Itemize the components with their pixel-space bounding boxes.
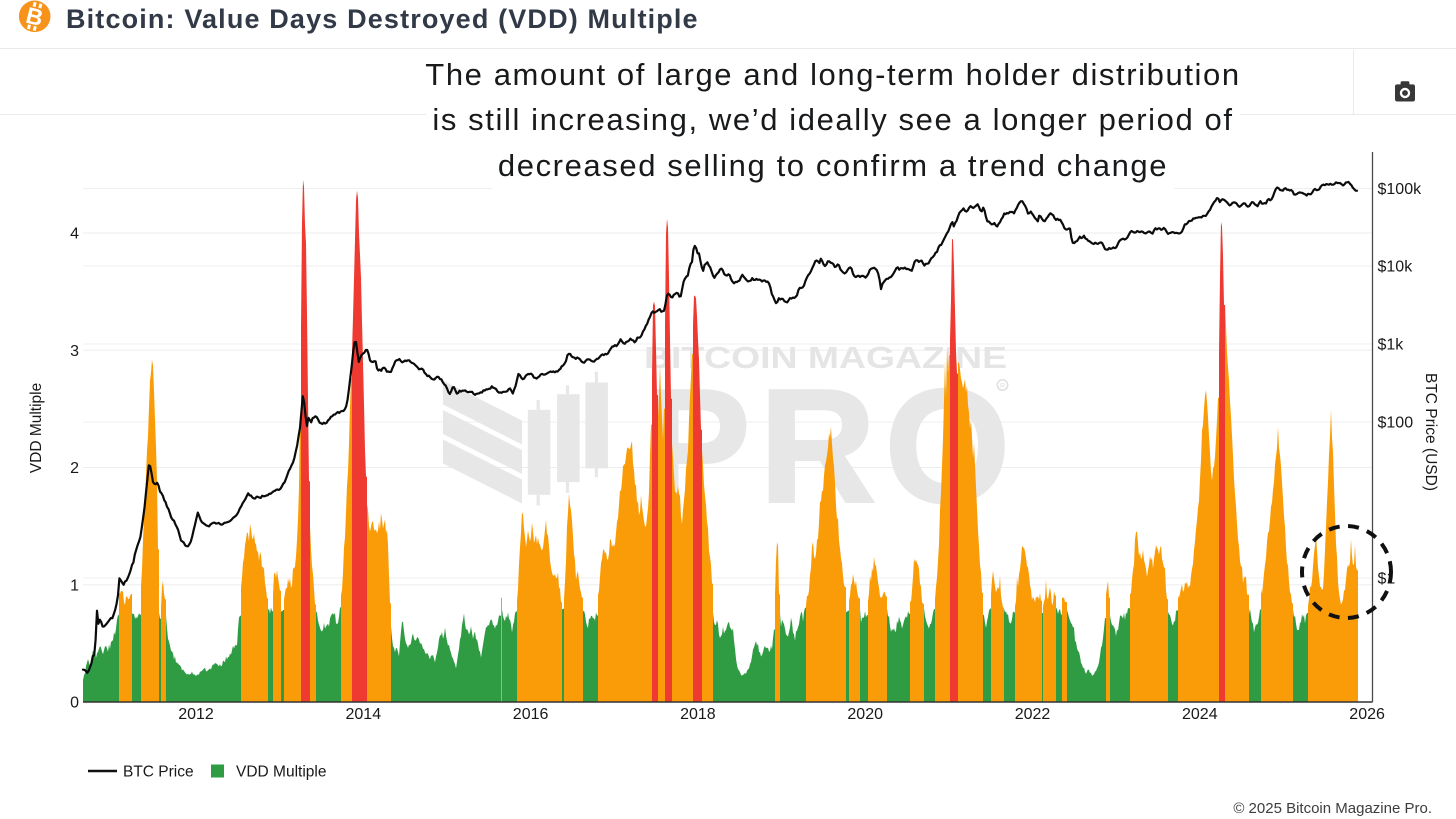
svg-text:2022: 2022 <box>1015 706 1051 723</box>
svg-text:2024: 2024 <box>1182 706 1218 723</box>
svg-text:BTC Price (USD): BTC Price (USD) <box>1422 373 1439 491</box>
svg-text:VDD Multiple: VDD Multiple <box>236 764 326 781</box>
svg-text:VDD Multiple: VDD Multiple <box>28 383 45 473</box>
svg-text:BTC Price: BTC Price <box>123 764 194 781</box>
svg-text:2018: 2018 <box>680 706 716 723</box>
svg-text:$10k: $10k <box>1378 259 1414 276</box>
svg-text:$1k: $1k <box>1378 337 1405 354</box>
svg-text:B: B <box>23 2 45 31</box>
svg-text:2012: 2012 <box>178 706 214 723</box>
svg-text:© 2025 Bitcoin Magazine Pro.: © 2025 Bitcoin Magazine Pro. <box>1233 800 1432 817</box>
svg-text:2: 2 <box>70 460 79 477</box>
svg-text:$100: $100 <box>1378 415 1414 432</box>
svg-text:2026: 2026 <box>1349 706 1385 723</box>
svg-text:2016: 2016 <box>513 706 549 723</box>
svg-text:3: 3 <box>70 343 79 360</box>
svg-text:R: R <box>1000 383 1005 390</box>
svg-text:4: 4 <box>70 226 79 243</box>
svg-text:0: 0 <box>70 695 79 712</box>
svg-text:1: 1 <box>70 577 79 594</box>
svg-text:BITCOIN MAGAZINE: BITCOIN MAGAZINE <box>644 340 1007 375</box>
svg-text:2014: 2014 <box>346 706 382 723</box>
svg-text:2020: 2020 <box>847 706 883 723</box>
svg-text:$100k: $100k <box>1378 181 1423 198</box>
